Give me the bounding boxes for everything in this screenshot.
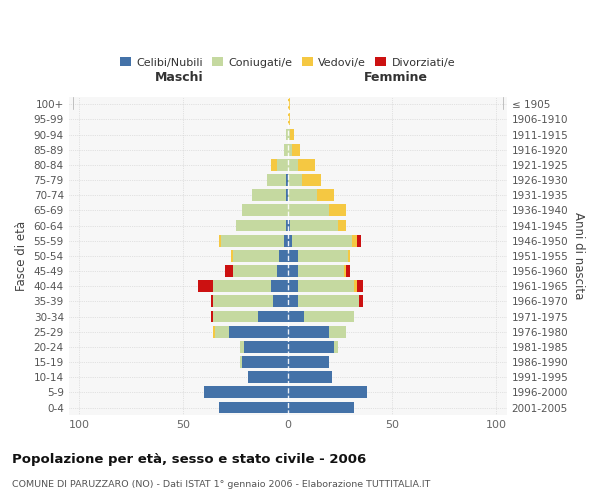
Bar (240, 341, 244, 353)
Bar (346, 265, 350, 277)
Bar (287, 386, 367, 398)
Bar (277, 265, 287, 277)
Bar (338, 220, 346, 232)
Bar (259, 310, 287, 322)
Bar (287, 235, 292, 246)
Bar (212, 296, 273, 308)
Bar (356, 280, 363, 292)
Bar (356, 235, 361, 246)
Text: Popolazione per età, sesso e stato civile - 2006: Popolazione per età, sesso e stato civil… (12, 452, 366, 466)
Bar (233, 250, 280, 262)
Bar (292, 235, 352, 246)
Bar (212, 310, 259, 322)
Bar (287, 402, 355, 413)
Text: Femmine: Femmine (364, 72, 428, 85)
Bar (359, 296, 363, 308)
Bar (286, 128, 287, 140)
Bar (304, 310, 355, 322)
Bar (286, 190, 287, 201)
Bar (286, 174, 287, 186)
Bar (219, 402, 287, 413)
Bar (287, 265, 298, 277)
Bar (284, 144, 287, 156)
Bar (277, 159, 287, 171)
Bar (329, 326, 346, 338)
Bar (334, 341, 338, 353)
Bar (212, 326, 215, 338)
Bar (212, 280, 271, 292)
Bar (287, 326, 329, 338)
Bar (287, 98, 290, 110)
Bar (317, 190, 334, 201)
Bar (298, 296, 359, 308)
Bar (236, 220, 286, 232)
Bar (244, 341, 287, 353)
Bar (273, 296, 287, 308)
Bar (348, 250, 350, 262)
Bar (233, 265, 277, 277)
Bar (298, 280, 355, 292)
Bar (298, 265, 344, 277)
Bar (229, 326, 287, 338)
Bar (211, 296, 212, 308)
Bar (252, 190, 286, 201)
Bar (287, 310, 304, 322)
Bar (287, 144, 292, 156)
Y-axis label: Anni di nascita: Anni di nascita (572, 212, 585, 300)
Bar (290, 220, 338, 232)
Bar (287, 341, 334, 353)
Bar (287, 114, 290, 126)
Bar (198, 280, 212, 292)
Bar (280, 250, 287, 262)
Bar (286, 220, 287, 232)
Bar (267, 174, 286, 186)
Bar (287, 159, 298, 171)
Bar (355, 280, 356, 292)
Bar (344, 265, 346, 277)
Bar (298, 159, 315, 171)
Bar (271, 280, 287, 292)
Bar (240, 356, 242, 368)
Bar (352, 235, 356, 246)
Bar (287, 128, 290, 140)
Bar (232, 250, 233, 262)
Bar (287, 280, 298, 292)
Bar (329, 204, 346, 216)
Bar (292, 144, 300, 156)
Bar (242, 204, 287, 216)
Bar (219, 235, 221, 246)
Text: Maschi: Maschi (155, 72, 203, 85)
Bar (287, 296, 298, 308)
Bar (225, 265, 233, 277)
Bar (302, 174, 321, 186)
Bar (221, 235, 284, 246)
Bar (290, 128, 294, 140)
Bar (298, 250, 348, 262)
Bar (215, 326, 229, 338)
Bar (287, 174, 302, 186)
Text: COMUNE DI PARUZZARO (NO) - Dati ISTAT 1° gennaio 2006 - Elaborazione TUTTITALIA.: COMUNE DI PARUZZARO (NO) - Dati ISTAT 1°… (12, 480, 430, 489)
Bar (287, 372, 331, 383)
Bar (284, 235, 287, 246)
Bar (287, 356, 329, 368)
Bar (287, 204, 329, 216)
Bar (287, 190, 317, 201)
Legend: Celibi/Nubili, Coniugati/e, Vedovi/e, Divorziati/e: Celibi/Nubili, Coniugati/e, Vedovi/e, Di… (116, 53, 460, 72)
Bar (271, 159, 277, 171)
Bar (248, 372, 287, 383)
Bar (287, 250, 298, 262)
Bar (204, 386, 287, 398)
Y-axis label: Fasce di età: Fasce di età (15, 221, 28, 291)
Bar (287, 220, 290, 232)
Bar (211, 310, 212, 322)
Bar (242, 356, 287, 368)
